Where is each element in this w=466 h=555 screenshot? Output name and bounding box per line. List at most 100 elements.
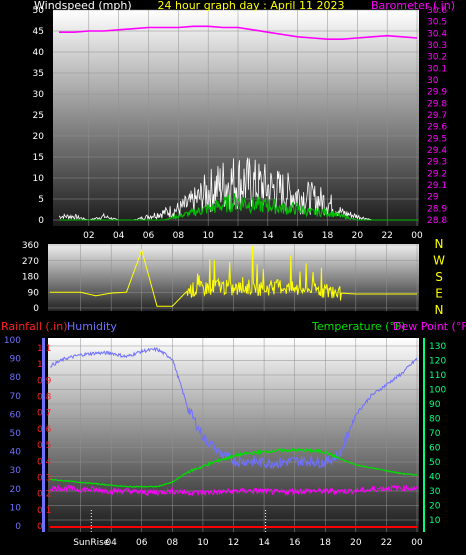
windspeed-tick: 50 (33, 6, 45, 16)
panel-wind-barometer: Windspeed (mph) 24 hour graph day : Apri… (33, 0, 455, 241)
humidity-tick: 60 (10, 410, 22, 420)
panel3-series (49, 346, 418, 532)
temperature-axis-bar (423, 338, 425, 532)
panel2-grid (48, 244, 419, 311)
barometer-tick: 30.6 (427, 6, 447, 16)
windspeed-tick: 30 (33, 90, 45, 100)
temperature-line (49, 447, 418, 488)
temperature-tick: 20 (429, 502, 441, 512)
temperature-tick: 10 (429, 516, 441, 526)
dewpoint-axis-label: Dew Point (°F) (393, 320, 466, 333)
barometer-tick: 30.1 (427, 64, 447, 74)
wind-direction-line (50, 245, 417, 307)
panel1-x-tick-labels: 02 04 06 08 10 12 14 16 18 20 22 00 (83, 231, 423, 241)
direction-tick: 90 (28, 288, 40, 298)
direction-tick-labels: 0 90 180 270 360 (22, 241, 39, 314)
barometer-tick: 29.7 (427, 111, 447, 121)
windspeed-tick: 40 (33, 48, 45, 58)
compass-label: N (435, 303, 444, 317)
temperature-tick: 80 (429, 415, 441, 425)
windspeed-tick: 45 (33, 27, 44, 37)
barometer-tick: 29 (427, 193, 439, 203)
wind-average-line (59, 193, 417, 221)
x-tick-label: 10 (197, 538, 209, 548)
humidity-tick: 0 (15, 522, 21, 532)
barometer-tick: 30.5 (427, 18, 447, 28)
x-tick-label: 12 (228, 538, 239, 548)
compass-label: S (435, 270, 443, 284)
x-tick-label: 20 (350, 538, 362, 548)
x-tick-label: 22 (381, 231, 392, 241)
panel1-grid (53, 9, 419, 226)
x-tick-label: 22 (381, 538, 392, 548)
barometer-axis-label: Barometer (.in) (371, 0, 455, 12)
x-tick-label: 16 (289, 538, 301, 548)
windspeed-tick: 5 (38, 195, 44, 205)
x-tick-label: 16 (292, 231, 304, 241)
x-tick-label: 06 (136, 538, 148, 548)
humidity-tick: 100 (4, 336, 21, 346)
windspeed-tick: 0 (38, 216, 44, 226)
temperature-tick: 130 (429, 342, 446, 352)
direction-tick: 270 (22, 257, 39, 267)
humidity-tick: 70 (10, 392, 22, 402)
humidity-tick: 20 (10, 485, 22, 495)
x-tick-label: 02 (83, 231, 94, 241)
barometer-line (59, 25, 418, 40)
barometer-tick: 30 (427, 76, 439, 86)
compass-label: W (433, 254, 445, 268)
x-tick-label: SunRise (73, 538, 110, 548)
temperature-tick: 50 (429, 458, 441, 468)
humidity-tick: 50 (10, 429, 22, 439)
barometer-tick: 29.9 (427, 88, 447, 98)
windspeed-tick: 25 (33, 111, 44, 121)
direction-tick: 180 (22, 273, 39, 283)
windspeed-tick: 35 (33, 69, 44, 79)
temperature-tick: 30 (429, 487, 441, 497)
humidity-tick: 90 (10, 355, 22, 365)
temperature-tick: 100 (429, 386, 446, 396)
barometer-tick: 28.8 (427, 216, 447, 226)
humidity-axis-bar (42, 338, 45, 532)
direction-tick: 360 (22, 241, 39, 251)
windspeed-tick: 15 (33, 153, 44, 163)
humidity-tick-labels: 0 10 20 30 40 50 60 70 80 90 100 (4, 336, 21, 532)
barometer-tick: 28.9 (427, 204, 447, 214)
temperature-tick: 110 (429, 371, 446, 381)
x-tick-label: 04 (113, 231, 125, 241)
rainfall-tick: 0 (37, 522, 43, 532)
temperature-tick: 40 (429, 473, 441, 483)
barometer-tick: 29.5 (427, 134, 447, 144)
panel3-grid (48, 338, 419, 532)
humidity-axis-label: Humidity (67, 320, 117, 333)
temperature-tick: 120 (429, 357, 446, 367)
humidity-tick: 80 (10, 373, 22, 383)
x-tick-label: 08 (173, 231, 185, 241)
barometer-tick: 30.4 (427, 29, 447, 39)
barometer-tick: 30.2 (427, 53, 447, 63)
x-tick-label: 18 (322, 231, 334, 241)
windspeed-tick: 20 (33, 132, 45, 142)
barometer-tick: 30.3 (427, 41, 447, 51)
barometer-tick-labels: 28.8 28.929 29.1 29.229.3 29.4 29.529.6 29.7 29… (427, 6, 447, 226)
barometer-tick: 29.8 (427, 99, 447, 109)
temperature-tick-labels: 10 20 30 40 50 60 70 80 90 100 110 120 130 (429, 342, 446, 526)
windspeed-tick-labels: 0 5 10 15 20 25 30 35 40 45 50 (33, 6, 45, 226)
panel1-series (58, 25, 418, 221)
x-tick-label: 06 (143, 231, 155, 241)
x-tick-label: 14 (258, 538, 270, 548)
x-tick-label: 20 (352, 231, 364, 241)
chart-title: 24 hour graph day : April 11 2023 (158, 0, 345, 12)
temperature-axis-label: Temperature (°F) (311, 320, 406, 333)
x-tick-label: 04 (105, 538, 117, 548)
rainfall-axis-label: Rainfall (.in) (1, 320, 68, 333)
barometer-tick: 29.3 (427, 158, 447, 168)
barometer-tick: 29.4 (427, 146, 447, 156)
compass-label: N (435, 237, 444, 251)
temperature-tick: 60 (429, 444, 441, 454)
windspeed-axis-label: Windspeed (mph) (34, 0, 132, 12)
compass-label: E (435, 287, 443, 301)
